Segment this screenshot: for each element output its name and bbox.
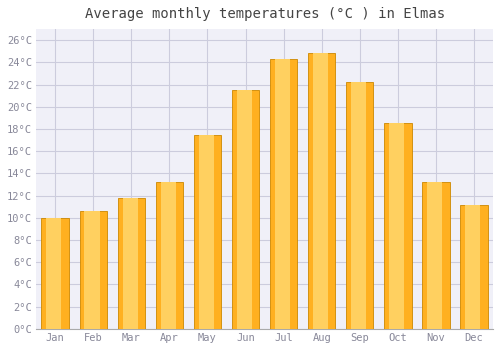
- Bar: [232, 90, 260, 329]
- Title: Average monthly temperatures (°C ) in Elmas: Average monthly temperatures (°C ) in El…: [84, 7, 444, 21]
- Bar: [422, 182, 450, 329]
- Bar: [275, 59, 290, 329]
- Bar: [308, 54, 336, 329]
- Bar: [313, 54, 328, 329]
- Bar: [122, 198, 138, 329]
- Bar: [198, 134, 214, 329]
- Bar: [460, 204, 487, 329]
- Bar: [118, 198, 145, 329]
- Bar: [237, 90, 252, 329]
- Bar: [84, 211, 100, 329]
- Bar: [46, 218, 62, 329]
- Bar: [194, 134, 221, 329]
- Bar: [389, 124, 404, 329]
- Bar: [384, 124, 411, 329]
- Bar: [80, 211, 107, 329]
- Bar: [156, 182, 183, 329]
- Bar: [427, 182, 442, 329]
- Bar: [465, 204, 480, 329]
- Bar: [270, 59, 297, 329]
- Bar: [42, 218, 69, 329]
- Bar: [351, 82, 366, 329]
- Bar: [346, 82, 374, 329]
- Bar: [160, 182, 176, 329]
